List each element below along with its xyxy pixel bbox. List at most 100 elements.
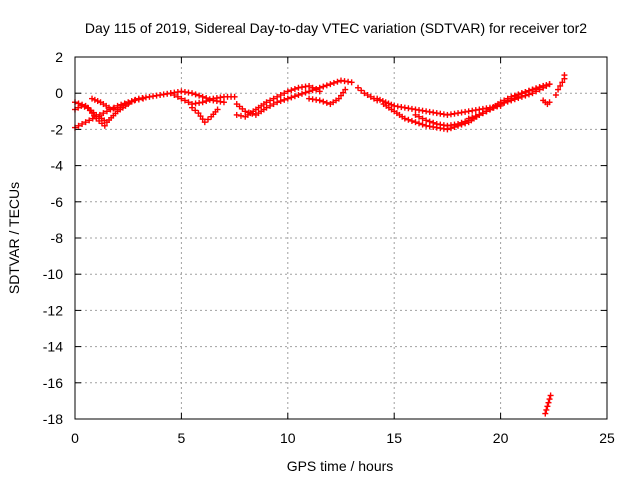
data-point bbox=[313, 86, 320, 93]
data-point bbox=[494, 102, 501, 109]
data-point bbox=[233, 111, 240, 118]
y-tick-label: -8 bbox=[51, 230, 64, 246]
data-point bbox=[419, 115, 426, 122]
data-point bbox=[358, 87, 365, 94]
data-point bbox=[323, 99, 330, 106]
data-point bbox=[316, 88, 323, 95]
data-point bbox=[479, 110, 486, 117]
y-tick-label: -6 bbox=[51, 194, 64, 210]
data-point bbox=[242, 108, 249, 115]
data-point bbox=[426, 118, 433, 125]
data-point bbox=[205, 116, 211, 123]
data-point bbox=[379, 98, 386, 105]
data-point bbox=[78, 102, 85, 109]
data-point bbox=[497, 101, 504, 108]
data-point bbox=[306, 88, 313, 95]
data-point bbox=[267, 102, 274, 109]
data-point bbox=[364, 92, 371, 99]
x-tick-label: 10 bbox=[280, 430, 296, 446]
data-point bbox=[374, 95, 381, 102]
data-point bbox=[214, 106, 221, 113]
data-point bbox=[274, 93, 281, 100]
data-point bbox=[267, 97, 274, 104]
data-point bbox=[416, 120, 423, 127]
data-point bbox=[462, 118, 469, 125]
data-point bbox=[545, 399, 552, 406]
data-point bbox=[281, 90, 288, 97]
data-point bbox=[140, 95, 147, 102]
data-point bbox=[189, 104, 196, 111]
data-point bbox=[334, 78, 341, 85]
x-tick-label: 25 bbox=[599, 430, 615, 446]
data-point bbox=[533, 85, 540, 92]
data-point bbox=[546, 81, 553, 88]
data-point bbox=[518, 90, 525, 97]
data-point bbox=[306, 82, 313, 89]
data-point bbox=[486, 106, 493, 113]
data-point bbox=[131, 97, 138, 104]
data-point bbox=[335, 95, 342, 102]
data-point bbox=[547, 392, 554, 399]
data-point bbox=[298, 90, 305, 97]
data-point bbox=[515, 92, 522, 99]
data-point bbox=[91, 96, 98, 103]
data-point bbox=[309, 84, 316, 91]
data-point bbox=[408, 117, 415, 124]
data-point bbox=[274, 99, 281, 106]
data-point bbox=[320, 83, 327, 90]
data-point bbox=[367, 93, 374, 100]
data-point bbox=[284, 88, 291, 95]
data-point bbox=[469, 114, 476, 121]
data-point bbox=[81, 103, 88, 110]
data-point bbox=[423, 117, 430, 124]
data-point bbox=[320, 98, 327, 105]
data-point bbox=[412, 119, 419, 126]
grid bbox=[75, 57, 607, 419]
data-point bbox=[316, 97, 323, 104]
data-point bbox=[203, 98, 210, 105]
data-point bbox=[458, 119, 465, 126]
data-point bbox=[75, 122, 82, 129]
data-point bbox=[277, 98, 284, 105]
data-point bbox=[281, 96, 288, 103]
data-point bbox=[75, 104, 82, 111]
data-point bbox=[167, 90, 174, 97]
data-point bbox=[277, 92, 284, 99]
y-tick-label: -12 bbox=[43, 302, 63, 318]
x-tick-label: 5 bbox=[178, 430, 186, 446]
data-points bbox=[72, 72, 568, 417]
data-point bbox=[174, 93, 181, 100]
data-point bbox=[270, 101, 277, 108]
x-tick-label: 0 bbox=[71, 430, 79, 446]
data-point bbox=[192, 91, 199, 98]
y-tick-label: 2 bbox=[55, 49, 63, 65]
data-point bbox=[501, 99, 508, 106]
data-point bbox=[192, 107, 199, 114]
data-point bbox=[525, 87, 532, 94]
data-point bbox=[220, 99, 227, 106]
data-point bbox=[195, 110, 202, 117]
x-tick-label: 15 bbox=[386, 430, 402, 446]
data-point bbox=[110, 105, 117, 112]
data-point bbox=[361, 90, 368, 97]
data-point bbox=[94, 98, 101, 105]
x-tick-label: 20 bbox=[493, 430, 509, 446]
data-point bbox=[327, 81, 334, 88]
data-point bbox=[401, 115, 408, 122]
data-point bbox=[199, 99, 206, 106]
data-point bbox=[135, 96, 142, 103]
data-point bbox=[171, 92, 178, 99]
data-point bbox=[128, 98, 135, 105]
data-point bbox=[472, 113, 479, 120]
data-point bbox=[206, 96, 213, 103]
data-point bbox=[178, 95, 185, 102]
data-point bbox=[201, 119, 208, 126]
data-point bbox=[181, 97, 188, 104]
data-point bbox=[543, 82, 550, 89]
data-point bbox=[199, 116, 206, 123]
data-point bbox=[100, 110, 107, 117]
data-point bbox=[270, 95, 277, 102]
data-point bbox=[412, 111, 419, 118]
data-point bbox=[185, 99, 192, 106]
